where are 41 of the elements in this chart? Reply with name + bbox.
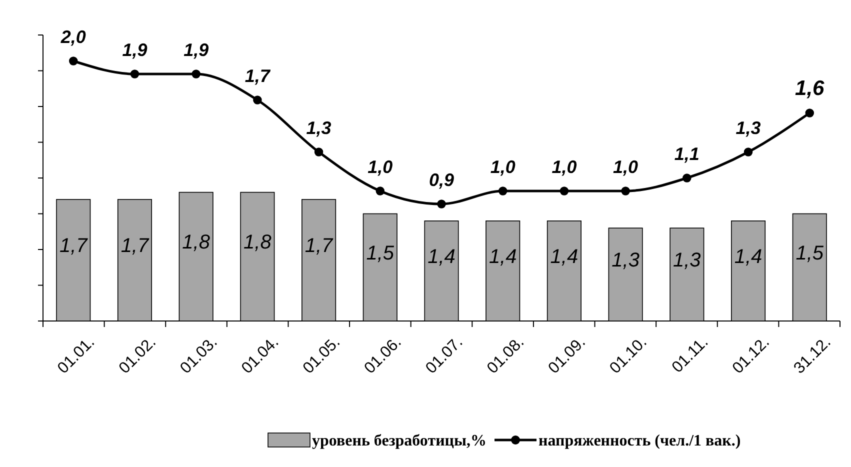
point <box>376 186 385 196</box>
point <box>682 174 692 182</box>
data-label: 1,0 <box>368 157 393 177</box>
data-label: 0,9 <box>428 170 454 190</box>
point <box>621 186 630 196</box>
data-label: 1,3 <box>612 250 640 272</box>
data-label: 1,4 <box>550 246 578 268</box>
data-label: 1,0 <box>490 157 516 177</box>
data-label: 1,9 <box>184 40 209 60</box>
data-label: 1,4 <box>488 246 517 268</box>
data-label: 1,0 <box>613 157 638 177</box>
data-label: 1,3 <box>306 118 332 138</box>
data-label: 1,5 <box>366 242 395 264</box>
data-label: 1,7 <box>120 235 150 258</box>
legend-label: напряженность (чел./1 вак.) <box>538 432 741 450</box>
data-label: 1,8 <box>182 232 210 254</box>
point <box>437 200 446 208</box>
data-label: 1,7 <box>304 235 334 258</box>
point <box>253 96 262 104</box>
data-label: 1,6 <box>795 77 825 100</box>
data-label: 1,4 <box>428 246 456 268</box>
point <box>805 108 814 118</box>
point <box>192 70 200 78</box>
data-label: 1,8 <box>244 232 272 254</box>
data-label: 1,4 <box>734 246 762 268</box>
point <box>314 148 324 156</box>
data-label: 1,7 <box>244 66 271 86</box>
data-label: 1,0 <box>552 157 577 177</box>
point <box>560 186 569 196</box>
point <box>69 56 78 66</box>
data-label: 1,3 <box>673 250 701 272</box>
data-label: 2,0 <box>60 27 86 47</box>
data-label: 1,3 <box>736 118 761 138</box>
data-label: 1,1 <box>674 144 700 164</box>
legend-label: уровень безработицы,% <box>312 432 487 450</box>
point <box>498 186 508 196</box>
point <box>744 148 753 156</box>
data-label: 1,5 <box>796 242 824 264</box>
data-label: 1,9 <box>122 40 148 60</box>
point <box>130 70 140 78</box>
data-label: 1,7 <box>59 235 88 258</box>
